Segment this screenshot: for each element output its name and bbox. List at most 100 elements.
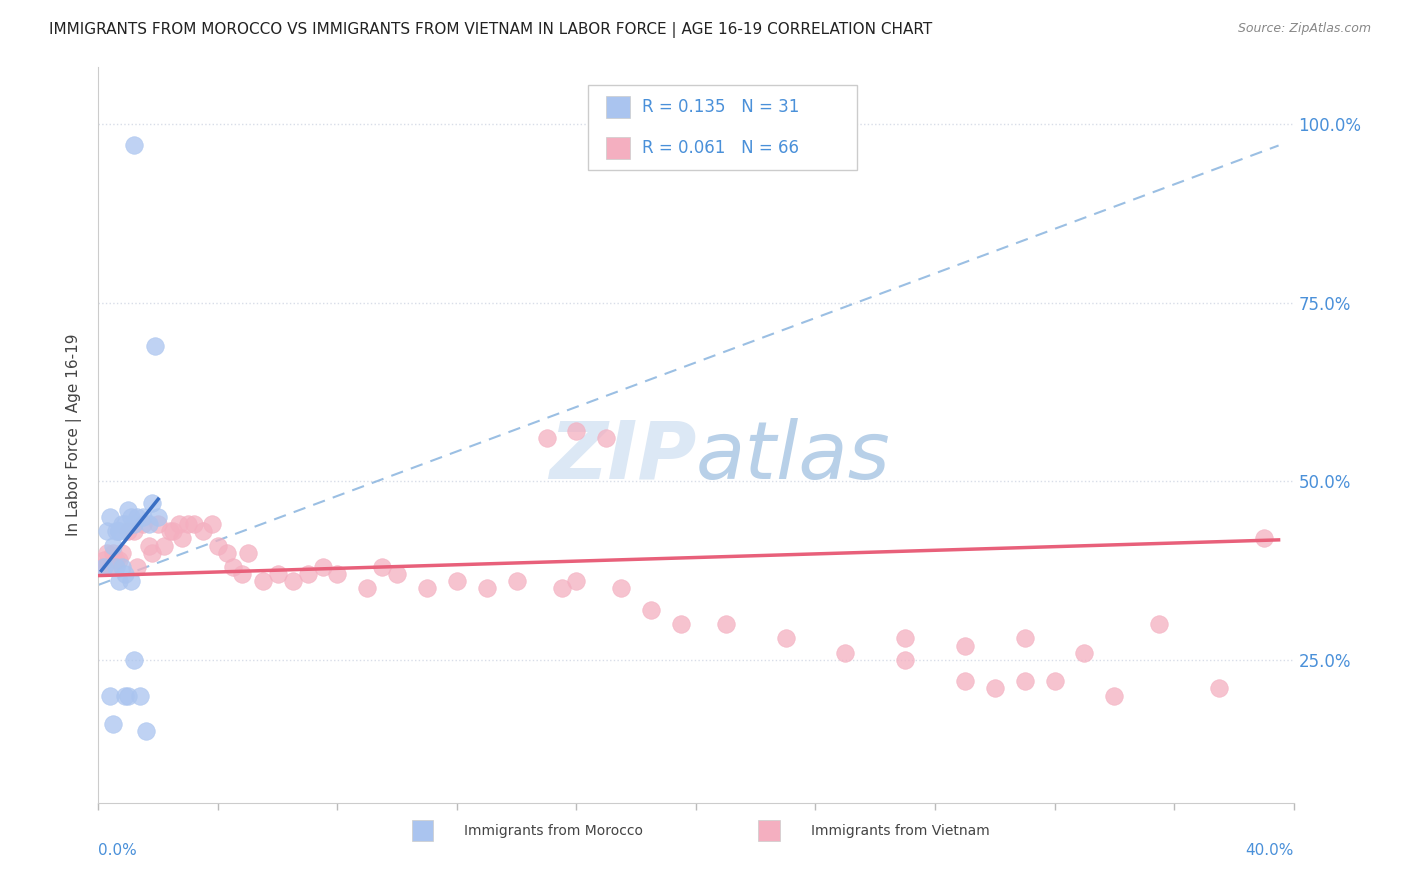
Point	[111, 560, 134, 574]
Point	[96, 524, 118, 539]
Point	[191, 524, 214, 539]
Point	[177, 517, 200, 532]
Point	[111, 517, 134, 532]
Point	[98, 560, 122, 574]
Point	[281, 574, 304, 589]
Point	[124, 524, 146, 539]
Point	[252, 574, 274, 589]
Point	[550, 582, 572, 596]
Point	[1014, 632, 1036, 646]
Point	[132, 510, 155, 524]
Text: R = 0.135   N = 31: R = 0.135 N = 31	[643, 98, 800, 116]
FancyBboxPatch shape	[758, 821, 779, 841]
Point	[114, 689, 136, 703]
Point	[506, 574, 529, 589]
Point	[159, 524, 181, 539]
Point	[127, 560, 149, 574]
Point	[105, 524, 128, 539]
Point	[207, 539, 229, 553]
Point	[108, 524, 131, 539]
Point	[215, 546, 238, 560]
Point	[124, 653, 146, 667]
Text: Source: ZipAtlas.com: Source: ZipAtlas.com	[1237, 22, 1371, 36]
Point	[894, 632, 917, 646]
Point	[141, 546, 163, 560]
Point	[267, 567, 290, 582]
Point	[93, 560, 115, 574]
Point	[114, 517, 136, 532]
Point	[120, 574, 142, 589]
Point	[167, 517, 190, 532]
Point	[93, 553, 115, 567]
Point	[371, 560, 394, 574]
Point	[124, 517, 146, 532]
Point	[595, 432, 617, 446]
Point	[183, 517, 205, 532]
FancyBboxPatch shape	[606, 136, 630, 159]
Point	[105, 553, 128, 567]
FancyBboxPatch shape	[412, 821, 433, 841]
Point	[236, 546, 259, 560]
Point	[135, 724, 157, 739]
Point	[138, 539, 160, 553]
Point	[124, 138, 146, 153]
Point	[96, 546, 118, 560]
Point	[103, 546, 125, 560]
Point	[162, 524, 184, 539]
Text: ZIP: ZIP	[548, 418, 696, 496]
Point	[201, 517, 224, 532]
Point	[1043, 674, 1066, 689]
Point	[148, 517, 170, 532]
Point	[141, 496, 163, 510]
Point	[311, 560, 333, 574]
Point	[714, 617, 737, 632]
Point	[1104, 689, 1126, 703]
Point	[446, 574, 468, 589]
Point	[120, 510, 142, 524]
Point	[132, 517, 155, 532]
Text: Immigrants from Morocco: Immigrants from Morocco	[464, 824, 643, 838]
Point	[90, 560, 112, 574]
Point	[143, 338, 166, 352]
Point	[172, 532, 194, 546]
Point	[565, 574, 588, 589]
Point	[326, 567, 349, 582]
Point	[953, 639, 976, 653]
Point	[775, 632, 797, 646]
Point	[98, 510, 122, 524]
Text: atlas: atlas	[696, 418, 891, 496]
Text: R = 0.061   N = 66: R = 0.061 N = 66	[643, 139, 799, 157]
Point	[127, 510, 149, 524]
Point	[356, 582, 378, 596]
Point	[669, 617, 692, 632]
Point	[105, 560, 128, 574]
Point	[222, 560, 245, 574]
Point	[610, 582, 633, 596]
Point	[536, 432, 558, 446]
Point	[1253, 532, 1275, 546]
Point	[117, 503, 139, 517]
Point	[103, 717, 125, 731]
Point	[108, 553, 131, 567]
Point	[114, 567, 136, 582]
Point	[98, 689, 122, 703]
Point	[1014, 674, 1036, 689]
Point	[103, 539, 125, 553]
Point	[148, 510, 170, 524]
Text: 0.0%: 0.0%	[98, 843, 138, 858]
Point	[1208, 681, 1230, 696]
Point	[385, 567, 409, 582]
Point	[297, 567, 319, 582]
FancyBboxPatch shape	[589, 86, 858, 170]
Text: IMMIGRANTS FROM MOROCCO VS IMMIGRANTS FROM VIETNAM IN LABOR FORCE | AGE 16-19 CO: IMMIGRANTS FROM MOROCCO VS IMMIGRANTS FR…	[49, 22, 932, 38]
Point	[153, 539, 176, 553]
Point	[894, 653, 917, 667]
Point	[1147, 617, 1170, 632]
Point	[117, 689, 139, 703]
Point	[108, 574, 131, 589]
Point	[111, 546, 134, 560]
Point	[117, 524, 139, 539]
Point	[953, 674, 976, 689]
Text: Immigrants from Vietnam: Immigrants from Vietnam	[811, 824, 990, 838]
Point	[1073, 646, 1095, 660]
